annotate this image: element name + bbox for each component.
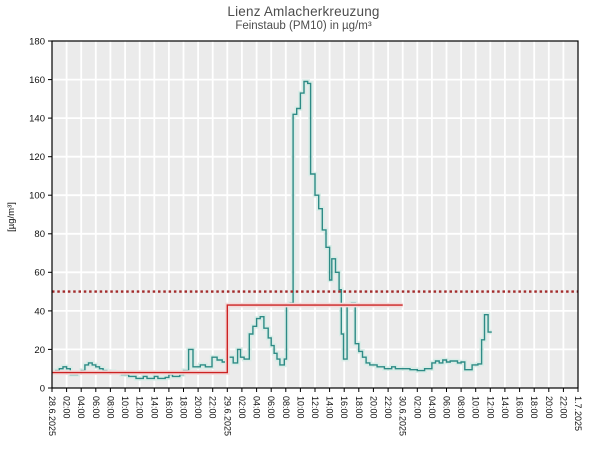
svg-text:08:00: 08:00 xyxy=(105,396,115,419)
svg-text:06:00: 06:00 xyxy=(91,396,101,419)
svg-text:20:00: 20:00 xyxy=(368,396,378,419)
svg-text:06:00: 06:00 xyxy=(442,396,452,419)
svg-text:180: 180 xyxy=(29,36,45,47)
svg-text:10:00: 10:00 xyxy=(120,396,130,419)
svg-text:100: 100 xyxy=(29,191,45,202)
svg-text:120: 120 xyxy=(29,152,45,163)
y-axis-labels: 0 20 40 60 80 100 120 140 160 180 xyxy=(29,36,45,394)
y-axis-ticks xyxy=(48,40,52,389)
svg-text:08:00: 08:00 xyxy=(281,396,291,419)
svg-text:12:00: 12:00 xyxy=(485,396,495,419)
svg-text:22:00: 22:00 xyxy=(383,396,393,419)
svg-text:18:00: 18:00 xyxy=(529,396,539,419)
svg-text:04:00: 04:00 xyxy=(76,396,86,419)
chart-subtitle: Feinstaub (PM10) in µg/m³ xyxy=(235,20,372,32)
svg-text:160: 160 xyxy=(29,75,45,86)
svg-text:16:00: 16:00 xyxy=(164,396,174,419)
svg-text:16:00: 16:00 xyxy=(515,396,525,419)
x-gridlines xyxy=(65,41,565,388)
svg-text:10:00: 10:00 xyxy=(471,396,481,419)
daily-mean-step xyxy=(52,304,403,374)
svg-text:18:00: 18:00 xyxy=(354,396,364,419)
svg-text:0: 0 xyxy=(40,383,45,394)
svg-text:80: 80 xyxy=(34,229,45,240)
svg-text:02:00: 02:00 xyxy=(237,396,247,419)
svg-text:22:00: 22:00 xyxy=(558,396,568,419)
x-axis-ticks xyxy=(51,388,579,392)
svg-text:10:00: 10:00 xyxy=(295,396,305,419)
svg-text:08:00: 08:00 xyxy=(456,396,466,419)
svg-text:20:00: 20:00 xyxy=(193,396,203,419)
svg-text:1.7.2025: 1.7.2025 xyxy=(573,396,583,431)
y-axis-title: [µg/m³] xyxy=(6,202,17,232)
svg-text:40: 40 xyxy=(34,306,45,317)
svg-text:16:00: 16:00 xyxy=(339,396,349,419)
svg-text:30.6.2025: 30.6.2025 xyxy=(398,396,408,436)
svg-text:18:00: 18:00 xyxy=(179,396,189,419)
svg-text:14:00: 14:00 xyxy=(325,396,335,419)
svg-text:60: 60 xyxy=(34,268,45,279)
svg-text:12:00: 12:00 xyxy=(135,396,145,419)
chart-title: Lienz Amlacherkreuzung xyxy=(227,4,380,19)
svg-text:14:00: 14:00 xyxy=(149,396,159,419)
svg-text:140: 140 xyxy=(29,114,45,125)
svg-text:20: 20 xyxy=(34,345,45,356)
svg-text:14:00: 14:00 xyxy=(500,396,510,419)
svg-text:29.6.2025: 29.6.2025 xyxy=(222,396,232,436)
svg-text:28.6.2025: 28.6.2025 xyxy=(47,396,57,436)
svg-text:20:00: 20:00 xyxy=(544,396,554,419)
svg-text:12:00: 12:00 xyxy=(310,396,320,419)
svg-text:04:00: 04:00 xyxy=(252,396,262,419)
svg-text:22:00: 22:00 xyxy=(208,396,218,419)
svg-text:04:00: 04:00 xyxy=(427,396,437,419)
svg-text:02:00: 02:00 xyxy=(62,396,72,419)
svg-text:06:00: 06:00 xyxy=(266,396,276,419)
svg-text:02:00: 02:00 xyxy=(412,396,422,419)
x-axis-labels: 28.6.2025 02:00 04:00 06:00 08:00 10:00 12:00 1… xyxy=(47,396,583,436)
